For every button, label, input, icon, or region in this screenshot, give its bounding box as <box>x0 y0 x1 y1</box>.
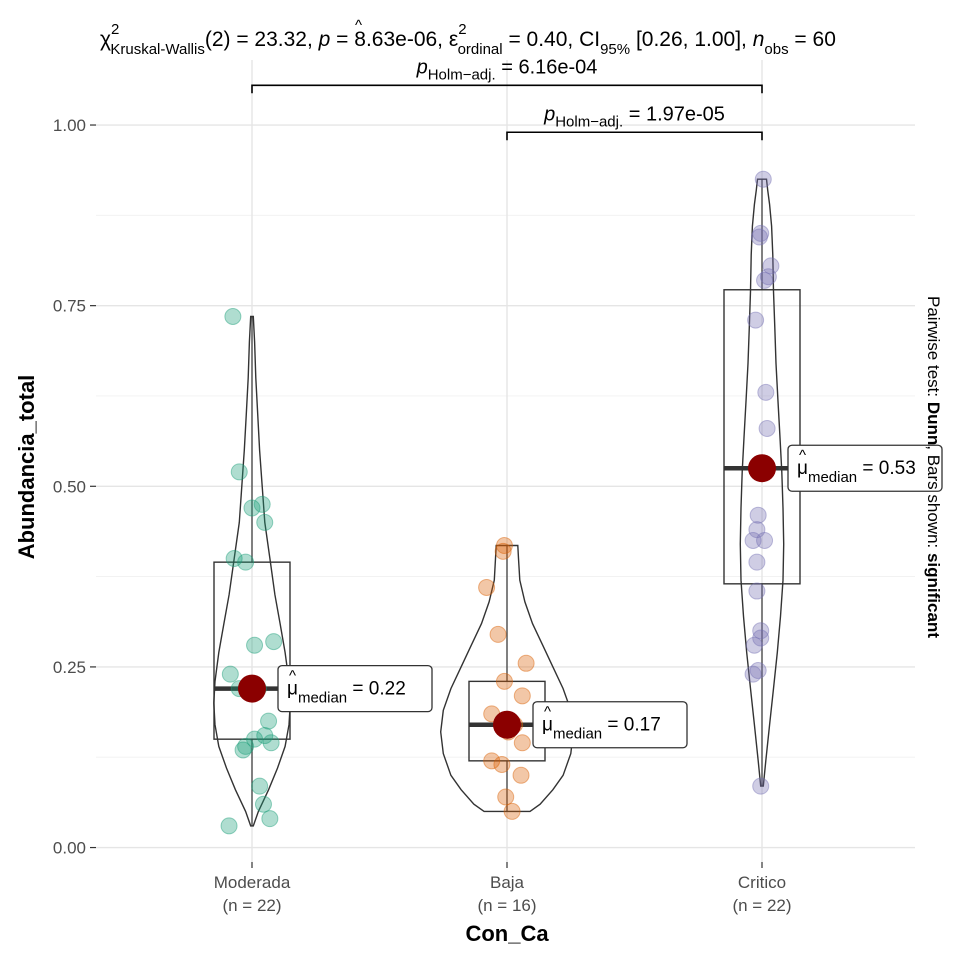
x-tick-label-critico: Critico <box>738 873 786 892</box>
data-point-moderada <box>246 730 264 748</box>
data-point-moderada <box>265 633 283 651</box>
y-tick-label: 1.00 <box>53 116 86 135</box>
data-point-baja <box>495 672 513 690</box>
median-point-moderada <box>238 674 266 703</box>
pairwise-label-0: pHolm−adj. = 6.16e-04 <box>416 56 598 83</box>
data-point-moderada <box>234 741 252 759</box>
y-axis-title: Abundancia_total <box>14 375 39 560</box>
x-tick-label-moderada: Moderada <box>214 873 291 892</box>
data-point-baja <box>495 537 513 555</box>
data-point-baja <box>503 802 521 820</box>
violin-critico <box>739 178 785 787</box>
data-point-moderada <box>230 463 248 481</box>
data-point-moderada <box>253 495 271 513</box>
data-point-critico <box>744 531 762 549</box>
data-point-moderada <box>237 737 255 755</box>
pairwise-caption: Pairwise test: Dunn, Bars shown: signifi… <box>924 296 943 638</box>
median-point-baja <box>493 710 521 739</box>
data-point-critico <box>752 224 770 242</box>
data-point-critico <box>758 419 776 437</box>
y-tick-label: 0.25 <box>53 658 86 677</box>
data-point-critico <box>748 582 766 600</box>
data-point-baja <box>478 578 496 596</box>
median-point-critico <box>748 454 776 483</box>
median-label-hat-critico: ^ <box>799 447 806 464</box>
data-point-critico <box>750 228 768 246</box>
data-point-moderada <box>256 727 274 745</box>
x-tick-label-baja: Baja <box>490 873 525 892</box>
median-markers: μmedian = 0.22^μmedian = 0.17^μmedian = … <box>238 444 943 749</box>
axes: 0.00 0.25 0.50 0.75 1.00 Moderada (n = 22) Baja… <box>53 116 792 915</box>
pairwise-bracket-0 <box>251 84 763 94</box>
x-tick-n-baja: (n = 16) <box>477 896 536 915</box>
data-point-baja <box>513 687 531 705</box>
x-tick-n-moderada: (n = 22) <box>222 896 281 915</box>
pairwise-bracket-1 <box>506 131 763 141</box>
x-tick-n-critico: (n = 22) <box>732 896 791 915</box>
data-point-baja <box>497 788 515 806</box>
median-label-box-moderada <box>277 664 433 713</box>
data-point-baja <box>512 766 530 784</box>
data-point-moderada <box>221 665 239 683</box>
data-point-baja <box>493 755 511 773</box>
data-point-moderada <box>224 307 242 325</box>
subtitle-hat-mark: ^ <box>355 17 362 34</box>
data-point-baja <box>489 625 507 643</box>
data-point-critico <box>748 553 766 571</box>
pairwise-label-1: pHolm−adj. = 1.97e-05 <box>543 103 725 130</box>
median-label-baja: μmedian = 0.17 <box>542 715 661 743</box>
median-label-hat-moderada: ^ <box>289 668 296 685</box>
y-tick-label: 0.50 <box>53 477 86 496</box>
data-point-moderada <box>237 553 255 571</box>
data-point-moderada <box>254 795 272 813</box>
data-point-moderada <box>246 636 264 654</box>
data-point-moderada <box>220 817 238 835</box>
median-label-moderada: μmedian = 0.22 <box>287 679 406 707</box>
data-point-moderada <box>262 734 280 752</box>
data-point-critico <box>757 383 775 401</box>
data-point-critico <box>747 311 765 329</box>
data-point-baja <box>483 752 501 770</box>
box-critico <box>723 289 801 585</box>
data-point-critico <box>749 662 767 680</box>
data-point-moderada <box>260 712 278 730</box>
data-point-moderada <box>261 810 279 828</box>
data-point-moderada <box>251 777 269 795</box>
data-point-baja <box>513 734 531 752</box>
y-tick-label: 0.00 <box>53 839 86 858</box>
data-point-moderada <box>256 513 274 531</box>
median-label-box-baja <box>532 701 688 749</box>
box-moderada <box>213 561 291 740</box>
data-point-critico <box>762 257 780 275</box>
pairwise-brackets: pHolm−adj. = 6.16e-04 pHolm−adj. = 1.97e-… <box>251 56 763 141</box>
data-point-baja <box>494 542 512 560</box>
data-point-critico <box>752 622 770 640</box>
data-point-critico <box>752 629 770 647</box>
median-label-critico: μmedian = 0.53 <box>797 458 916 486</box>
data-point-critico <box>754 170 772 188</box>
data-point-critico <box>756 531 774 549</box>
data-point-critico <box>759 268 777 286</box>
data-point-critico <box>745 636 763 654</box>
data-point-critico <box>744 665 762 683</box>
data-point-critico <box>752 777 770 795</box>
data-point-baja <box>517 654 535 672</box>
data-point-critico <box>748 521 766 539</box>
x-axis-title: Con_Ca <box>465 921 549 946</box>
median-label-box-critico <box>787 444 943 492</box>
data-point-moderada <box>225 550 243 568</box>
y-tick-label: 0.75 <box>53 297 86 316</box>
median-label-hat-baja: ^ <box>544 704 551 721</box>
chart-subtitle: χ2 Kruskal-Wallis(2) = 23.32, p = 8.63e-0… <box>100 21 836 58</box>
data-point-moderada <box>243 499 261 517</box>
data-point-critico <box>749 506 767 524</box>
data-point-critico <box>756 271 774 289</box>
